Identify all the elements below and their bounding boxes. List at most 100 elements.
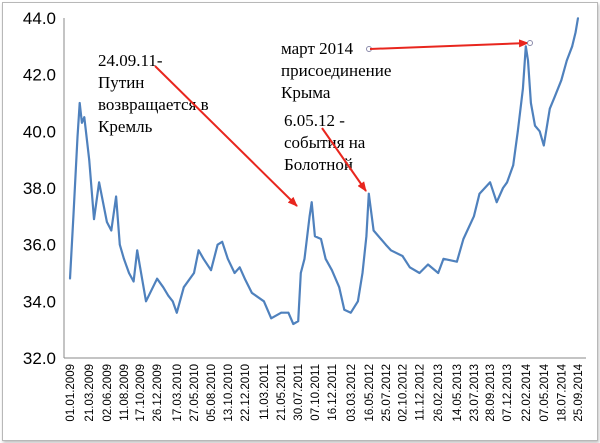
data-point	[442, 257, 445, 260]
x-tick-label: 07.12.2013	[502, 364, 514, 422]
data-point	[308, 215, 311, 218]
annotation-putin-line-3: возвращается в	[98, 95, 209, 114]
x-tick-label: 22.02.2014	[521, 363, 533, 421]
x-tick-label: 14.05.2013	[452, 364, 464, 422]
data-point	[565, 59, 568, 62]
y-tick-label: 40.0	[23, 122, 56, 141]
data-point	[365, 235, 368, 238]
data-point	[538, 130, 541, 133]
x-tick-label: 07.05.2014	[539, 363, 551, 421]
x-tick-label: 21.03.2009	[84, 364, 96, 422]
data-point	[128, 272, 130, 274]
x-tick-label: 11.12.2012	[415, 364, 427, 421]
data-point	[324, 257, 327, 260]
data-point	[384, 243, 387, 246]
x-tick-label: 18.07.2014	[556, 363, 568, 421]
series-line	[68, 17, 580, 326]
data-point	[331, 269, 333, 272]
x-tick-label: 25.09.2014	[573, 363, 585, 421]
annotation-bolotnaya-line-1: 6.05.12 -	[284, 111, 345, 130]
y-tick-labels: 32.0 34.0 36.0 38.0 40.0 42.0 44.0	[23, 9, 56, 368]
data-point	[115, 195, 117, 198]
x-tick-labels: 01.01.2009 21.03.2009 02.06.2009 11.08.2009…	[65, 363, 585, 421]
data-point	[233, 272, 236, 274]
annotation-crimea-line-3: Крыма	[281, 83, 331, 102]
data-point	[81, 121, 83, 124]
data-point	[401, 255, 404, 257]
data-point	[437, 272, 440, 274]
data-point	[139, 266, 142, 269]
x-tick-label: 27.05.2010	[189, 364, 201, 422]
x-tick-label: 03.03.2012	[346, 364, 358, 422]
y-tick-label: 38.0	[23, 179, 56, 198]
data-point	[553, 96, 556, 99]
x-tick-label: 01.01.2009	[65, 364, 77, 422]
x-tick-label: 25.07.2012	[381, 364, 393, 422]
data-point	[522, 87, 524, 90]
annotation-putin-arrow	[154, 65, 298, 207]
x-tick-label: 26.02.2013	[433, 364, 445, 422]
annotation-crimea: март 2014 присоединение Крыма	[281, 39, 533, 102]
data-point	[88, 158, 91, 161]
data-point	[110, 229, 113, 232]
data-point	[478, 192, 481, 195]
data-point	[263, 300, 265, 303]
data-point	[83, 116, 86, 119]
data-point	[338, 286, 341, 289]
annotation-putin-line-1: 24.09.11-	[98, 51, 163, 70]
data-point	[216, 243, 219, 246]
x-tick-label: 21.05.2011	[276, 364, 288, 421]
x-tick-label: 11.08.2009	[119, 364, 131, 421]
data-point	[314, 235, 316, 238]
data-point	[516, 130, 519, 133]
data-point	[357, 300, 359, 303]
data-point	[136, 249, 139, 252]
data-point	[292, 323, 295, 325]
annotation-crimea-end-dot	[527, 40, 533, 46]
data-point	[243, 277, 246, 280]
data-point	[390, 249, 392, 252]
x-tick-label: 23.07.2013	[469, 364, 481, 422]
data-point	[145, 300, 147, 303]
data-point	[473, 215, 475, 218]
annotation-crimea-line-1: март 2014	[281, 39, 354, 58]
annotation-putin: 24.09.11- Путин возвращается в Кремль	[98, 51, 298, 207]
data-point	[367, 192, 370, 195]
data-point	[462, 238, 465, 240]
annotation-crimea-arrow	[369, 39, 529, 50]
data-point	[250, 291, 253, 294]
data-point	[548, 107, 551, 110]
data-point	[193, 272, 195, 274]
data-point	[69, 277, 71, 280]
data-point	[574, 31, 577, 34]
x-tick-label: 17.10.2009	[135, 364, 147, 422]
data-point	[530, 102, 532, 104]
x-tick-label: 07.10.2011	[310, 364, 322, 421]
data-point	[202, 257, 205, 260]
x-tick-label: 22.12.2010	[240, 364, 252, 422]
data-point	[299, 272, 302, 274]
data-points	[69, 17, 579, 325]
x-tick-label: 11.03.2011	[259, 364, 271, 420]
chart-axes	[63, 18, 586, 359]
annotation-putin-line-4: Кремль	[98, 117, 153, 136]
data-point	[280, 311, 283, 314]
data-point	[427, 263, 429, 266]
data-point	[98, 181, 100, 184]
y-tick-label: 44.0	[23, 9, 56, 28]
data-point	[408, 266, 411, 269]
x-tick-label: 17.03.2010	[172, 364, 184, 422]
x-tick-label: 02.10.2012	[398, 364, 410, 422]
x-tick-label: 02.06.2009	[102, 364, 114, 422]
data-point	[238, 266, 241, 269]
data-point	[76, 136, 79, 138]
y-tick-label: 34.0	[23, 292, 56, 311]
data-point	[171, 300, 174, 303]
data-point	[372, 229, 375, 232]
data-point	[123, 257, 125, 260]
data-point	[162, 286, 165, 289]
data-point	[489, 181, 491, 184]
data-point	[78, 102, 81, 104]
data-point	[270, 317, 273, 320]
